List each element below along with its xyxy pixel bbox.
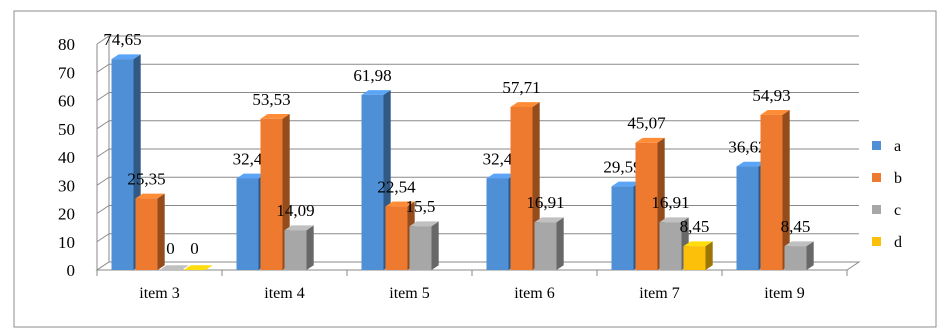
data-label: 16,91 — [526, 193, 564, 212]
bar[interactable] — [409, 226, 432, 270]
data-label: 54,93 — [752, 86, 790, 105]
bar-top — [159, 265, 189, 270]
data-label: 32,4 — [483, 149, 513, 168]
legend-label: d — [894, 234, 902, 251]
gridline-side — [96, 92, 110, 101]
bar[interactable] — [361, 94, 384, 271]
bar-side — [705, 241, 713, 270]
legend-swatch — [872, 173, 881, 182]
bar[interactable] — [135, 198, 158, 270]
bar-side — [556, 217, 564, 270]
data-label: 8,45 — [680, 217, 710, 236]
x-category-label: item 5 — [389, 285, 429, 302]
bar-top — [683, 241, 713, 247]
bar-top — [284, 225, 314, 231]
legend-swatch — [872, 141, 881, 150]
data-label: 14,09 — [276, 201, 314, 220]
data-label: 16,91 — [651, 193, 689, 212]
bar-top — [135, 193, 165, 199]
bar-side — [782, 110, 790, 270]
data-label: 25,35 — [127, 169, 165, 188]
legend-label: b — [894, 170, 902, 187]
data-label: 57,71 — [502, 78, 540, 97]
bar[interactable] — [236, 178, 259, 270]
bar[interactable] — [659, 222, 682, 270]
legend-swatch — [872, 205, 881, 214]
data-label: 45,07 — [627, 114, 666, 133]
bar[interactable] — [611, 186, 634, 270]
gridline-side — [96, 205, 110, 214]
bar-top — [611, 181, 641, 187]
bar-top — [736, 161, 766, 167]
y-tick-label: 70 — [58, 63, 75, 82]
bar[interactable] — [111, 59, 134, 270]
y-tick-label: 30 — [58, 176, 75, 195]
bar-top — [260, 113, 290, 119]
data-label: 32,4 — [233, 149, 263, 168]
bar[interactable] — [635, 142, 658, 270]
y-tick-label: 0 — [67, 261, 76, 280]
bar[interactable] — [534, 222, 557, 270]
bar[interactable] — [784, 246, 807, 270]
bar-top — [361, 90, 391, 95]
x-category-label: item 4 — [264, 285, 304, 302]
y-tick-label: 80 — [58, 35, 75, 54]
bar-top — [534, 217, 564, 223]
x-category-label: item 7 — [639, 285, 679, 302]
bar[interactable] — [284, 230, 307, 270]
gridline-side — [96, 233, 110, 243]
bar[interactable] — [760, 114, 783, 270]
x-category-label: item 9 — [764, 285, 804, 302]
x-category-label: item 6 — [514, 285, 554, 302]
bar-side — [306, 225, 314, 270]
bar-top — [510, 102, 540, 107]
bar-top — [385, 201, 415, 207]
legend-swatch — [872, 237, 881, 246]
bar-top — [635, 137, 665, 143]
data-label: 8,45 — [781, 217, 811, 236]
bar[interactable] — [385, 206, 408, 270]
bar[interactable] — [510, 106, 533, 270]
bar-top — [183, 265, 213, 270]
data-label: 74,65 — [103, 30, 141, 49]
bar-side — [806, 241, 814, 270]
y-tick-label: 50 — [58, 120, 75, 139]
bar-top — [111, 54, 141, 60]
bar-side — [431, 221, 439, 270]
data-label: 53,53 — [252, 90, 290, 109]
gridline-side — [96, 35, 110, 45]
y-tick-label: 20 — [58, 205, 75, 224]
y-tick-label: 40 — [58, 148, 75, 167]
legend-label: c — [894, 202, 901, 219]
data-label: 22,54 — [377, 177, 416, 196]
legend-label: a — [894, 138, 901, 155]
bar[interactable] — [736, 166, 759, 270]
gridline-side — [96, 148, 110, 158]
data-label: 36,62 — [728, 138, 766, 157]
gridline-side — [96, 63, 110, 73]
bar-top — [409, 221, 439, 227]
y-tick-label: 10 — [58, 233, 75, 252]
bar-top — [236, 173, 266, 179]
data-label: 61,98 — [353, 66, 391, 85]
x-category-label: item 3 — [139, 285, 179, 302]
data-label: 0 — [190, 239, 199, 258]
bar[interactable] — [683, 246, 706, 270]
bar[interactable] — [486, 178, 509, 270]
gridline-side — [96, 120, 110, 130]
bar-top — [784, 241, 814, 247]
gridline-side — [96, 176, 110, 186]
data-label: 15,5 — [406, 197, 436, 216]
y-tick-label: 60 — [58, 92, 75, 111]
data-label: 0 — [166, 239, 175, 258]
bar-top — [659, 217, 689, 223]
bar[interactable] — [260, 118, 283, 271]
bar-side — [157, 193, 165, 270]
bar-top — [760, 110, 790, 115]
bar-top — [486, 173, 516, 179]
data-label: 29,59 — [603, 157, 641, 176]
